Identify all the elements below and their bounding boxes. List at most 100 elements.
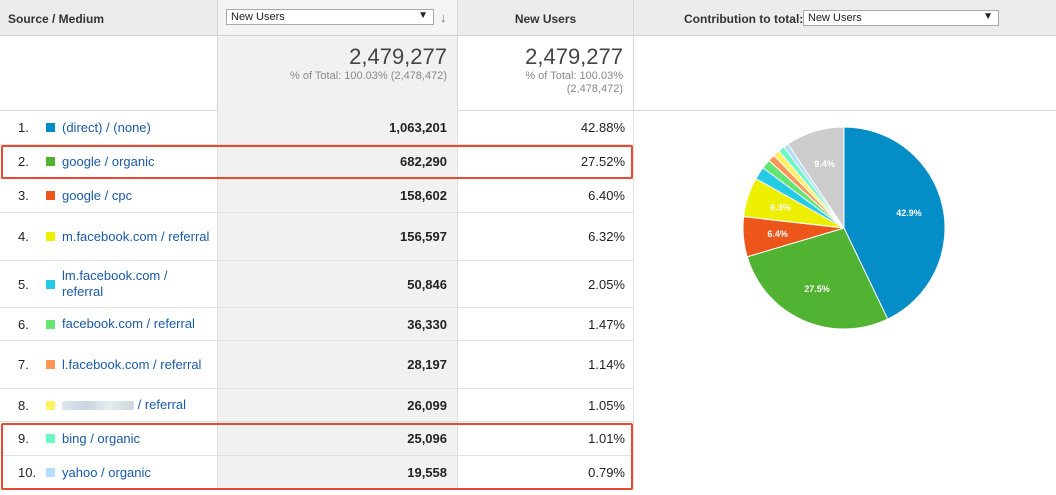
row-index: 10. xyxy=(18,465,37,480)
legend-swatch xyxy=(46,400,55,410)
new-users-value: 19,558 xyxy=(407,465,447,480)
metric-select[interactable]: New Users ▼ xyxy=(226,9,434,25)
source-link-text: yahoo / organic xyxy=(62,464,151,480)
source-link-text: facebook.com / referral xyxy=(62,316,195,331)
source-cell: 3. google / cpc xyxy=(0,179,218,212)
source-link[interactable]: l.facebook.com / referral xyxy=(62,357,212,373)
total-percent: % of Total: 100.03% (2,478,472) xyxy=(290,70,447,82)
pie-slice[interactable] xyxy=(746,227,889,330)
table-row: 5. lm.facebook.com / referral 50,846 2.05% xyxy=(0,261,634,308)
percent-cell: 1.01% xyxy=(458,422,634,455)
metric-select-value: New Users xyxy=(231,11,285,23)
source-link[interactable]: (direct) / (none) xyxy=(62,120,212,136)
source-cell: 9. bing / organic xyxy=(0,422,218,455)
table-row: 8. / referral 26,099 1.05% xyxy=(0,389,634,422)
new-users-percent: 0.79% xyxy=(588,465,625,480)
pie-chart: 42.9% 27.5% 6.4% 6.3% 9.4% xyxy=(742,126,946,330)
new-users-value: 36,330 xyxy=(407,316,447,332)
new-users-percent: 1.47% xyxy=(588,316,625,332)
legend-swatch xyxy=(46,191,55,200)
source-link[interactable]: google / cpc xyxy=(62,188,212,204)
table-row: 6. facebook.com / referral 36,330 1.47% xyxy=(0,308,634,341)
source-link[interactable]: m.facebook.com / referral xyxy=(62,229,212,245)
dropdown-arrow-icon: ▼ xyxy=(983,11,993,22)
pie-slice[interactable] xyxy=(843,126,946,320)
value-cell: 36,330 xyxy=(218,308,458,340)
table-row: 1. (direct) / (none) 1,063,201 42.88% xyxy=(0,111,634,145)
new-users-percent: 1.14% xyxy=(588,357,625,372)
source-link[interactable]: / referral xyxy=(62,397,212,413)
source-link-text: l.facebook.com / referral xyxy=(62,356,202,372)
source-link[interactable]: lm.facebook.com / referral xyxy=(62,268,212,300)
percent-cell: 1.14% xyxy=(458,341,634,388)
legend-swatch xyxy=(46,434,55,443)
percent-cell: 2.05% xyxy=(458,261,634,307)
value-cell: 50,846 xyxy=(218,261,458,307)
new-users-percent: 27.52% xyxy=(580,154,625,169)
source-cell: 7. l.facebook.com / referral xyxy=(0,341,218,388)
new-users-value: 158,602 xyxy=(400,188,447,203)
totals-label-cell xyxy=(0,36,218,111)
row-index: 2. xyxy=(18,154,29,169)
legend-swatch xyxy=(46,360,55,369)
legend-swatch xyxy=(46,232,55,241)
pie-slice[interactable] xyxy=(787,126,845,230)
pie-data-label: 9.4% xyxy=(814,159,835,169)
new-users-percent: 2.05% xyxy=(588,276,625,292)
sort-descending-icon[interactable]: ↓ xyxy=(440,10,447,25)
source-cell: 8. / referral xyxy=(0,389,218,421)
total-value: 2,479,277 xyxy=(349,44,447,69)
value-cell: 1,063,201 xyxy=(218,111,458,144)
totals-main-cell: 2,479,277 % of Total: 100.03% (2,478,472… xyxy=(218,36,458,111)
source-link-text: m.facebook.com / referral xyxy=(62,228,210,244)
legend-swatch xyxy=(46,157,55,166)
totals-pct-cell: 2,479,277 % of Total: 100.03% (2,478,472… xyxy=(458,36,634,111)
row-index: 7. xyxy=(18,357,29,372)
table-row: 10. yahoo / organic 19,558 0.79% xyxy=(0,456,634,490)
value-cell: 156,597 xyxy=(218,213,458,260)
total-base: (2,478,472) xyxy=(566,83,623,95)
new-users-percent: 1.05% xyxy=(588,397,625,413)
source-link[interactable]: google / organic xyxy=(62,154,212,170)
new-users-value: 26,099 xyxy=(407,397,447,413)
new-users-percent: 42.88% xyxy=(580,120,625,135)
source-cell: 5. lm.facebook.com / referral xyxy=(0,261,218,307)
pie-chart-panel: 42.9% 27.5% 6.4% 6.3% 9.4% xyxy=(634,111,1056,492)
new-users-percent: 1.01% xyxy=(588,431,625,446)
row-index: 1. xyxy=(18,120,29,135)
percent-cell: 42.88% xyxy=(458,111,634,144)
source-link[interactable]: facebook.com / referral xyxy=(62,316,212,332)
source-cell: 6. facebook.com / referral xyxy=(0,308,218,340)
value-cell: 682,290 xyxy=(218,145,458,178)
contribution-label: Contribution to total: xyxy=(684,12,804,26)
new-users-value: 156,597 xyxy=(400,229,447,244)
new-users-value: 50,846 xyxy=(407,276,447,292)
source-link-text: (direct) / (none) xyxy=(62,119,151,135)
new-users-value: 1,063,201 xyxy=(389,120,447,135)
contribution-select[interactable]: New Users ▼ xyxy=(803,10,999,26)
legend-swatch xyxy=(46,468,55,477)
total-value: 2,479,277 xyxy=(525,44,623,69)
new-users-percent: 6.40% xyxy=(588,188,625,203)
source-link-text: lm.facebook.com / referral xyxy=(62,268,168,299)
source-medium-header[interactable]: Source / Medium xyxy=(0,0,218,36)
pie-data-label: 27.5% xyxy=(804,284,830,294)
source-link[interactable]: bing / organic xyxy=(62,431,212,447)
source-link[interactable]: yahoo / organic xyxy=(62,465,212,481)
source-cell: 4. m.facebook.com / referral xyxy=(0,213,218,260)
new-users-header[interactable]: New Users xyxy=(458,0,634,36)
source-cell: 2. google / organic xyxy=(0,145,218,178)
source-link-text: google / cpc xyxy=(62,187,133,203)
value-cell: 26,099 xyxy=(218,389,458,421)
new-users-value: 28,197 xyxy=(407,357,447,372)
contribution-header: Contribution to total: New Users ▼ xyxy=(634,0,1056,36)
source-cell: 1. (direct) / (none) xyxy=(0,111,218,144)
percent-cell: 1.47% xyxy=(458,308,634,340)
table-row: 2. google / organic 682,290 27.52% xyxy=(0,145,634,179)
new-users-value: 682,290 xyxy=(400,154,447,169)
percent-cell: 6.32% xyxy=(458,213,634,260)
row-index: 6. xyxy=(18,316,29,332)
source-link-text: bing / organic xyxy=(62,430,141,446)
table-row: 3. google / cpc 158,602 6.40% xyxy=(0,179,634,213)
